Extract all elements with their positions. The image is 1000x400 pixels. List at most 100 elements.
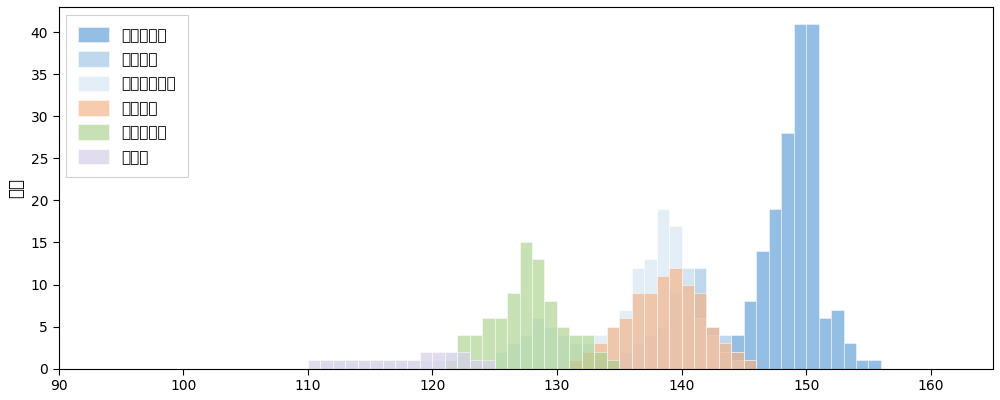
Bar [594,352,607,369]
Bar [607,326,619,369]
Bar [407,360,420,369]
Bar [383,360,395,369]
Bar [582,352,594,369]
Bar [445,352,457,369]
Bar [358,360,370,369]
Bar [856,360,868,369]
Bar [619,310,632,369]
Bar [619,318,632,369]
Bar [520,335,532,369]
Bar [719,352,731,369]
Bar [457,352,470,369]
Bar [495,352,507,369]
Bar [744,360,756,369]
Bar [470,360,482,369]
Bar [308,360,320,369]
Bar [383,360,395,369]
Bar [731,352,744,369]
Bar [594,335,607,369]
Bar [333,360,345,369]
Legend: ストレート, シュート, カットボール, フォーク, スライダー, カーブ: ストレート, シュート, カットボール, フォーク, スライダー, カーブ [66,14,188,177]
Bar [669,226,682,369]
Bar [731,352,744,369]
Bar [320,360,333,369]
Bar [669,293,682,369]
Y-axis label: 球数: 球数 [7,178,25,198]
Bar [407,360,420,369]
Bar [569,344,582,369]
Bar [682,268,694,369]
Bar [470,360,482,369]
Bar [445,352,457,369]
Bar [819,318,831,369]
Bar [632,268,644,369]
Bar [657,326,669,369]
Bar [470,335,482,369]
Bar [432,360,445,369]
Bar [594,360,607,369]
Bar [457,352,470,369]
Bar [395,360,407,369]
Bar [582,344,594,369]
Bar [482,318,495,369]
Bar [756,251,769,369]
Bar [594,344,607,369]
Bar [457,335,470,369]
Bar [868,360,881,369]
Bar [731,360,744,369]
Bar [532,259,544,369]
Bar [744,360,756,369]
Bar [706,326,719,369]
Bar [719,344,731,369]
Bar [482,360,495,369]
Bar [694,268,706,369]
Bar [482,360,495,369]
Bar [607,360,619,369]
Bar [694,318,706,369]
Bar [569,335,582,369]
Bar [420,360,432,369]
Bar [607,326,619,369]
Bar [420,352,432,369]
Bar [432,352,445,369]
Bar [333,360,345,369]
Bar [644,293,657,369]
Bar [495,318,507,369]
Bar [395,360,407,369]
Bar [370,360,383,369]
Bar [345,360,358,369]
Bar [644,259,657,369]
Bar [320,360,333,369]
Bar [544,301,557,369]
Bar [619,352,632,369]
Bar [557,335,569,369]
Bar [844,344,856,369]
Bar [544,326,557,369]
Bar [507,293,520,369]
Bar [719,352,731,369]
Bar [657,276,669,369]
Bar [781,133,794,369]
Bar [358,360,370,369]
Bar [445,360,457,369]
Bar [532,318,544,369]
Bar [719,335,731,369]
Bar [669,268,682,369]
Bar [706,326,719,369]
Bar [831,310,844,369]
Bar [694,293,706,369]
Bar [632,293,644,369]
Bar [582,335,594,369]
Bar [682,268,694,369]
Bar [370,360,383,369]
Bar [744,301,756,369]
Bar [507,344,520,369]
Bar [706,335,719,369]
Bar [769,209,781,369]
Bar [644,335,657,369]
Bar [657,209,669,369]
Bar [345,360,358,369]
Bar [632,344,644,369]
Bar [607,360,619,369]
Bar [682,284,694,369]
